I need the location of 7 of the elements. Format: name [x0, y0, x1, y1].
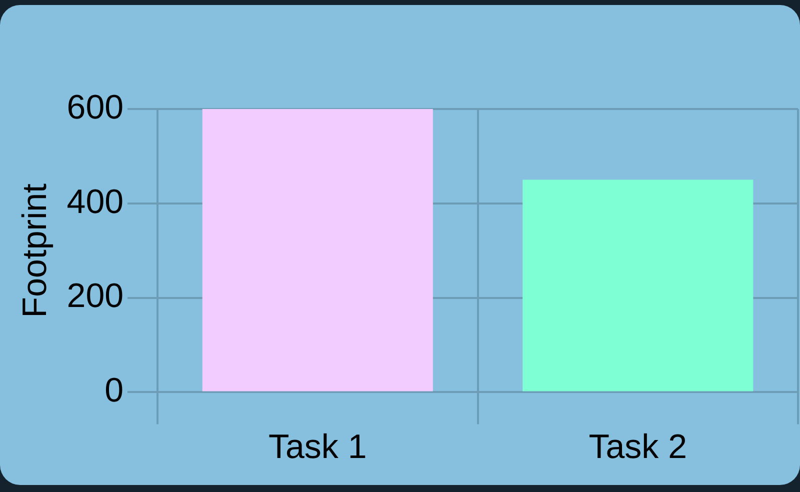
- y-tick-label: 600: [66, 88, 124, 126]
- x-tick-label: Task 1: [268, 428, 367, 466]
- y-tick-label: 400: [66, 182, 124, 221]
- y-tick-label: 200: [66, 277, 124, 316]
- y-tick-label: 0: [104, 372, 124, 410]
- y-axis-title: Footprint: [16, 182, 54, 318]
- x-tick-label: Task 2: [588, 428, 688, 466]
